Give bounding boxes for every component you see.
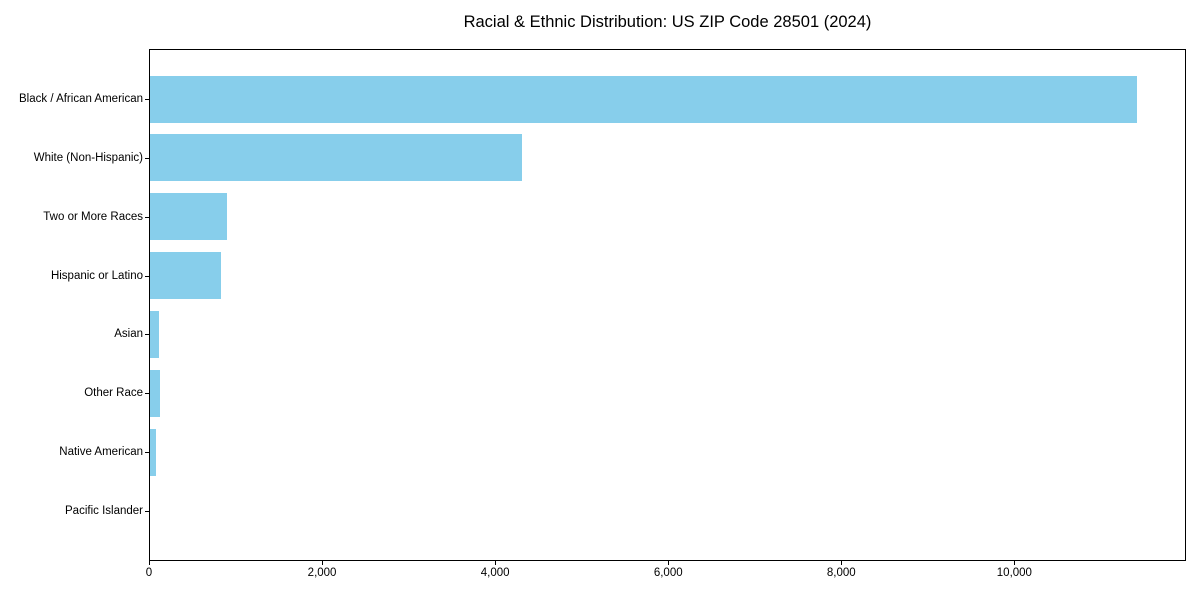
- x-tick-label: 10,000: [996, 567, 1032, 579]
- y-tick-label: Hispanic or Latino: [50, 269, 143, 282]
- x-tick-label: 2,000: [307, 567, 337, 579]
- x-tick-label: 8,000: [826, 567, 856, 579]
- y-tick-mark: [145, 157, 149, 159]
- y-tick-mark: [145, 393, 149, 395]
- bar-native-american: [150, 428, 156, 476]
- y-tick-label: White (Non-Hispanic): [33, 151, 143, 164]
- y-tick-mark: [145, 334, 149, 336]
- y-tick-label: Native American: [59, 446, 143, 459]
- y-tick-label: Other Race: [84, 387, 143, 400]
- y-tick-label: Two or More Races: [43, 210, 143, 223]
- bar-black-african-american: [150, 75, 1137, 123]
- y-tick-mark: [145, 452, 149, 454]
- y-tick-mark: [145, 510, 149, 512]
- bar-white-non-hispanic: [150, 134, 522, 182]
- x-tick-mark: [322, 561, 324, 565]
- y-tick-mark: [145, 216, 149, 218]
- x-tick-mark: [495, 561, 497, 565]
- plot-area: [149, 49, 1186, 561]
- bar-hispanic-or-latino: [150, 252, 221, 300]
- y-tick-label: Asian: [114, 328, 143, 341]
- chart-title: Racial & Ethnic Distribution: US ZIP Cod…: [463, 13, 872, 31]
- x-tick-mark: [1014, 561, 1016, 565]
- y-tick-label: Black / African American: [19, 93, 143, 105]
- y-tick-label: Pacific Islander: [65, 504, 143, 517]
- x-tick-label: 0: [145, 567, 153, 579]
- x-tick-mark: [668, 561, 670, 565]
- y-tick-mark: [145, 275, 149, 277]
- y-tick-mark: [145, 99, 149, 100]
- bar-asian: [150, 310, 159, 358]
- bar-two-or-more-races: [150, 193, 227, 241]
- bar-other-race: [150, 369, 160, 417]
- x-tick-mark: [149, 561, 150, 565]
- x-tick-label: 4,000: [480, 567, 510, 579]
- x-tick-label: 6,000: [653, 567, 683, 579]
- x-tick-mark: [841, 561, 843, 565]
